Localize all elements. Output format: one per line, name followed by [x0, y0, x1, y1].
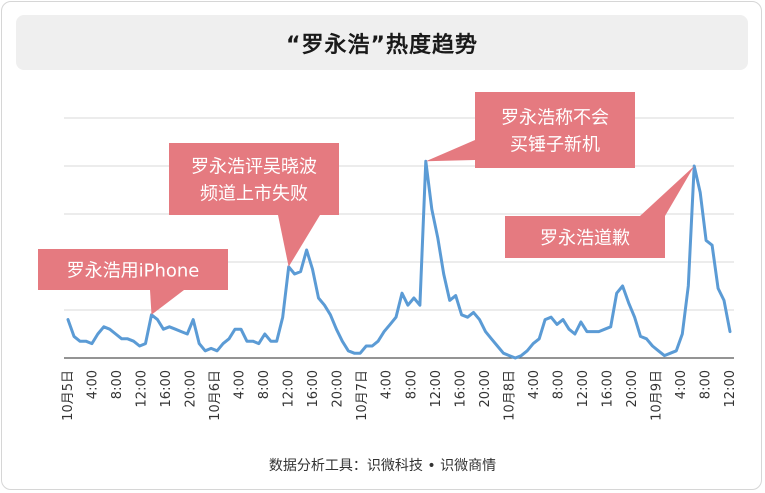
callout-label: 罗永浩道歉 — [540, 228, 630, 249]
x-tick-label: 20:00 — [331, 370, 346, 407]
callout-pointer — [640, 166, 695, 216]
x-tick-label: 8:00 — [404, 370, 419, 399]
x-tick-label: 8:00 — [698, 370, 713, 399]
callout-pointer — [425, 140, 475, 162]
x-tick-label: 8:00 — [551, 370, 566, 399]
callout-label: 罗永浩评吴晓波 — [191, 157, 317, 178]
callout-label: 罗永浩用iPhone — [67, 261, 200, 282]
x-tick-label: 12:00 — [723, 370, 738, 407]
callout-box — [38, 249, 228, 290]
callout-box — [475, 92, 635, 168]
chart-title: “罗永浩”热度趋势 — [286, 32, 478, 58]
x-tick-label: 20:00 — [478, 370, 493, 407]
x-tick-label: 12:00 — [135, 370, 150, 407]
title-bar: “罗永浩”热度趋势 — [16, 15, 748, 70]
callout-box — [505, 216, 665, 258]
callout-pointer — [278, 215, 320, 267]
callout-label: 买锤子新机 — [510, 135, 600, 156]
callout-label: 罗永浩称不会 — [501, 108, 609, 129]
x-tick-label: 16:00 — [159, 370, 174, 407]
callout-label: 频道上市失败 — [200, 184, 308, 205]
x-tick-label: 16:00 — [306, 370, 321, 407]
x-tick-label: 12:00 — [576, 370, 591, 407]
x-tick-label: 10月5日 — [61, 370, 76, 421]
x-tick-label: 10月9日 — [649, 370, 664, 421]
x-tick-label: 20:00 — [625, 370, 640, 407]
callout-pointer — [150, 290, 184, 315]
x-tick-label: 12:00 — [282, 370, 297, 407]
callout-box — [169, 143, 339, 215]
x-tick-label: 4:00 — [233, 370, 248, 399]
x-tick-label: 4:00 — [380, 370, 395, 399]
x-tick-label: 10月7日 — [355, 370, 370, 421]
x-tick-label: 4:00 — [527, 370, 542, 399]
x-tick-label: 12:00 — [429, 370, 444, 407]
series-line — [66, 159, 732, 360]
x-tick-label: 16:00 — [453, 370, 468, 407]
footer-source: 数据分析工具：识微科技 • 识微商情 — [268, 458, 497, 474]
x-tick-label: 4:00 — [674, 370, 689, 399]
x-tick-label: 20:00 — [184, 370, 199, 407]
x-tick-label: 10月8日 — [502, 370, 517, 421]
x-tick-label: 8:00 — [110, 370, 125, 399]
x-tick-label: 4:00 — [86, 370, 101, 399]
x-tick-label: 16:00 — [600, 370, 615, 407]
x-tick-label: 10月6日 — [208, 370, 223, 421]
x-tick-label: 8:00 — [257, 370, 272, 399]
